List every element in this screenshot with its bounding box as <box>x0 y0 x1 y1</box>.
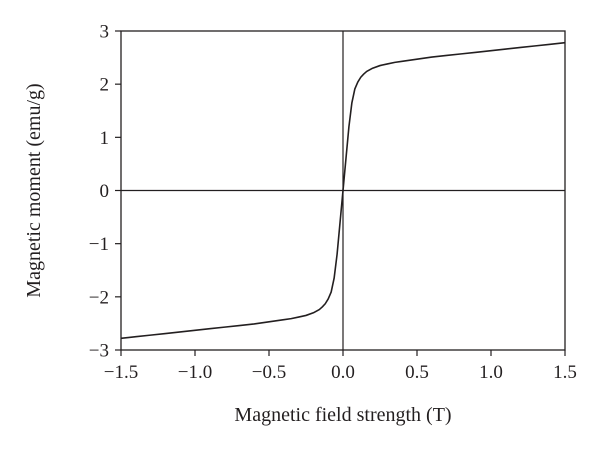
x-tick-label: 1.0 <box>479 362 503 383</box>
x-tick-label: −1.0 <box>178 362 212 383</box>
x-axis-ticks: −1.5 −1.0 −0.5 0.0 0.5 1.0 1.5 <box>104 350 577 383</box>
y-axis-title: Magnetic moment (emu/g) <box>23 83 45 297</box>
x-tick-label: −0.5 <box>252 362 286 383</box>
y-tick-label: −1 <box>89 234 109 255</box>
y-tick-label: 3 <box>100 22 110 43</box>
x-tick-label: 0.5 <box>405 362 429 383</box>
series-layer <box>120 41 566 340</box>
y-tick-label: 2 <box>100 75 110 96</box>
series-line <box>120 41 566 340</box>
y-tick-label: −3 <box>89 341 109 362</box>
y-tick-label: −2 <box>89 287 109 308</box>
x-tick-label: −1.5 <box>104 362 138 383</box>
y-axis-ticks: −3 −2 −1 0 1 2 3 <box>89 22 121 362</box>
y-tick-label: 0 <box>100 181 110 202</box>
x-axis-title: Magnetic field strength (T) <box>234 404 451 426</box>
y-tick-label: 1 <box>100 128 110 149</box>
x-tick-label: 0.0 <box>331 362 355 383</box>
x-tick-label: 1.5 <box>553 362 577 383</box>
